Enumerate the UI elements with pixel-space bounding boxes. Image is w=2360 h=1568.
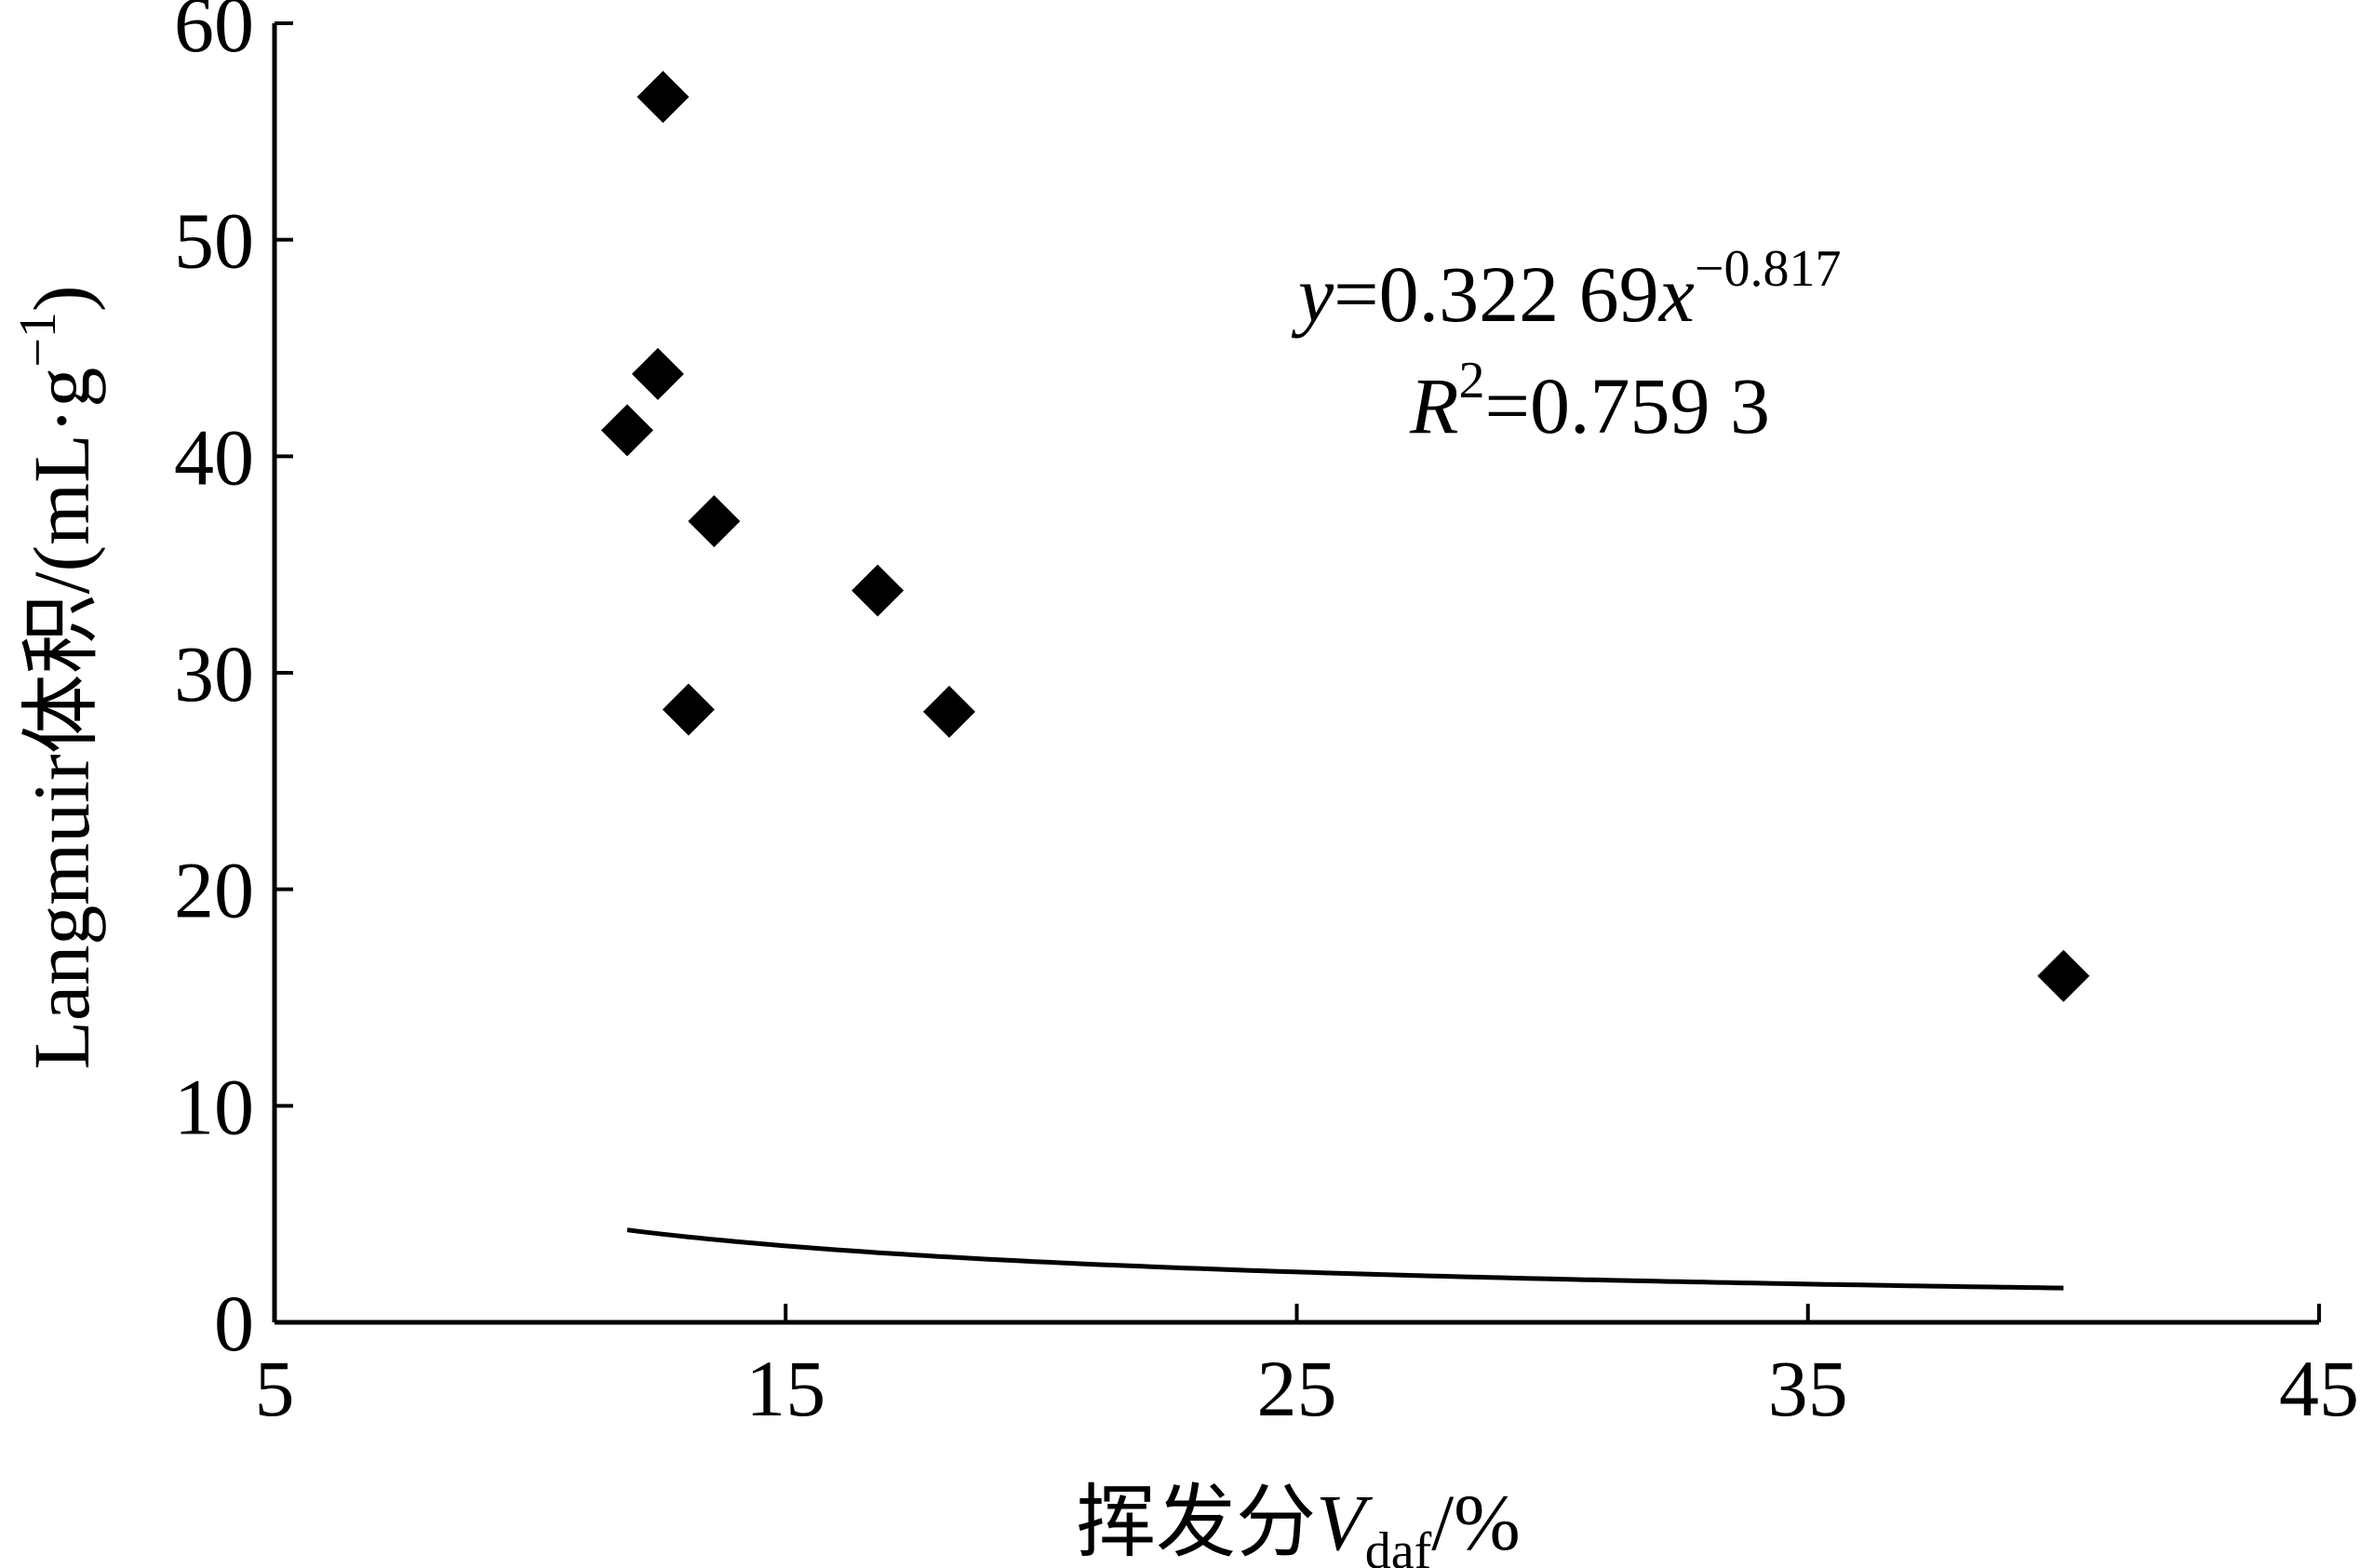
y-axis-title-sup: −1 xyxy=(9,312,67,368)
y-tick-label: 40 xyxy=(174,412,254,502)
x-axis-title-sub: daf xyxy=(1365,1522,1432,1568)
equation-exponent: −0.817 xyxy=(1695,240,1842,298)
x-tick-label: 15 xyxy=(745,1344,825,1433)
y-axis-title-main: Langmuir体积/(mL·g xyxy=(17,368,106,1070)
r-squared-annotation: R2=0.759 3 xyxy=(1409,352,1770,450)
y-ticks: 0 10 20 30 40 50 60 xyxy=(174,0,293,1368)
data-point xyxy=(851,564,905,617)
data-point xyxy=(688,495,741,548)
y-tick-label: 20 xyxy=(174,846,254,935)
data-point xyxy=(637,71,690,124)
x-axis-title-var: V xyxy=(1316,1478,1373,1567)
power-trendline xyxy=(626,1227,2064,1291)
r2-value: =0.759 3 xyxy=(1485,361,1771,450)
trendline xyxy=(626,1227,2064,1291)
data-point xyxy=(600,404,653,457)
y-axis-title-close: ) xyxy=(17,286,106,313)
y-tick-label: 30 xyxy=(174,629,254,718)
axes xyxy=(272,23,2319,1325)
y-tick-label: 50 xyxy=(174,196,254,286)
r2-var: R xyxy=(1409,361,1459,450)
y-tick-label: 0 xyxy=(214,1279,254,1368)
data-point xyxy=(631,347,684,400)
x-tick-label: 35 xyxy=(1768,1344,1848,1433)
y-axis-title: Langmuir体积/(mL·g−1) xyxy=(9,286,106,1070)
x-ticks: 5 15 25 35 45 xyxy=(255,1304,2359,1433)
equation-var-y: y xyxy=(1291,249,1334,339)
y-tick-label: 60 xyxy=(174,0,254,69)
r2-sup: 2 xyxy=(1459,352,1485,409)
data-points xyxy=(600,71,2090,1002)
x-axis-title-prefix: 挥发分 xyxy=(1076,1478,1316,1567)
x-tick-label: 5 xyxy=(255,1344,295,1433)
x-axis-title: 挥发分Vdaf/% xyxy=(1076,1478,1521,1568)
equation-coef: =0.322 69 xyxy=(1334,249,1659,339)
x-tick-label: 25 xyxy=(1257,1344,1337,1433)
equation-annotation: y=0.322 69x−0.817 xyxy=(1291,240,1841,339)
data-point xyxy=(923,685,976,738)
x-tick-label: 45 xyxy=(2279,1344,2359,1433)
equation-var-x: x xyxy=(1657,249,1695,339)
data-point xyxy=(662,683,715,736)
x-axis-title-suffix: /% xyxy=(1431,1478,1521,1567)
y-tick-label: 10 xyxy=(174,1062,254,1151)
data-point xyxy=(2037,949,2090,1002)
